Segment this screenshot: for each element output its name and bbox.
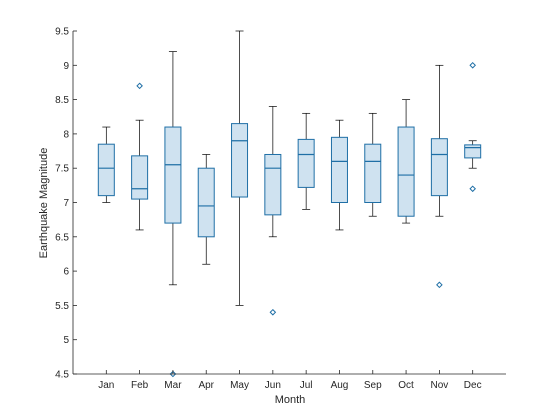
iqr-box	[397, 126, 415, 217]
outlier-point	[469, 185, 476, 193]
x-tick-label: Aug	[331, 380, 349, 391]
box-may	[231, 30, 249, 306]
iqr-box	[231, 123, 249, 198]
y-tick-label: 6	[63, 267, 69, 278]
x-tick-label: Sep	[364, 380, 382, 391]
y-tick-label: 7.5	[55, 164, 69, 175]
box-aug	[330, 119, 348, 231]
box-mar	[164, 51, 182, 378]
x-tick-label: Apr	[198, 380, 214, 391]
y-axis-label: Earthquake Magnitude	[38, 148, 50, 259]
iqr-box	[364, 143, 382, 204]
y-tick-label: 5.5	[55, 301, 69, 312]
y-tick-label: 7	[63, 198, 69, 209]
box-sep	[364, 112, 382, 217]
iqr-box	[297, 138, 315, 188]
x-tick-label: Mar	[164, 380, 182, 391]
y-tick-label: 8.5	[55, 95, 69, 106]
iqr-box	[330, 136, 348, 203]
x-tick-label: Jan	[98, 380, 114, 391]
outlier-point	[169, 370, 177, 378]
x-tick-label: Feb	[131, 380, 149, 391]
y-tick-label: 8	[63, 129, 69, 140]
y-tick-label: 9.5	[55, 27, 69, 38]
box-jun	[264, 106, 282, 316]
iqr-box	[464, 144, 482, 159]
box-feb	[131, 82, 149, 231]
y-tick-label: 5	[63, 335, 69, 346]
iqr-box	[164, 126, 182, 224]
box-nov	[430, 64, 448, 289]
y-tick-label: 4.5	[55, 370, 69, 381]
x-tick-label: Nov	[430, 380, 448, 391]
iqr-box	[97, 143, 115, 197]
x-axis: Jan Feb Mar Apr May Jun Jul Aug Sep Oct Nov Dec	[73, 370, 506, 391]
box-jul	[297, 112, 315, 210]
y-tick-label: 6.5	[55, 232, 69, 243]
x-tick-label: Jun	[265, 380, 281, 391]
x-tick-label: Dec	[464, 380, 482, 391]
outlier-point	[136, 82, 143, 90]
y-tick-label: 9	[63, 61, 69, 72]
iqr-box	[264, 153, 282, 216]
x-axis-label: Month	[275, 394, 306, 406]
x-tick-label: May	[230, 380, 249, 391]
box-dec	[464, 61, 482, 193]
x-tick-label: Jul	[300, 380, 313, 391]
iqr-box	[197, 167, 215, 238]
box-jan	[97, 126, 115, 203]
box-apr	[197, 154, 215, 265]
outlier-point	[269, 308, 277, 316]
outlier-point	[436, 281, 443, 289]
plot-area	[97, 30, 482, 378]
iqr-box	[430, 138, 448, 197]
outlier-point	[469, 61, 476, 69]
iqr-box	[131, 155, 149, 200]
box-oct	[397, 99, 415, 224]
y-axis: 4.5 5 5.5 6 6.5 7 7.5 8 8.5 9 9.5	[55, 27, 77, 381]
x-tick-label: Oct	[398, 380, 414, 391]
